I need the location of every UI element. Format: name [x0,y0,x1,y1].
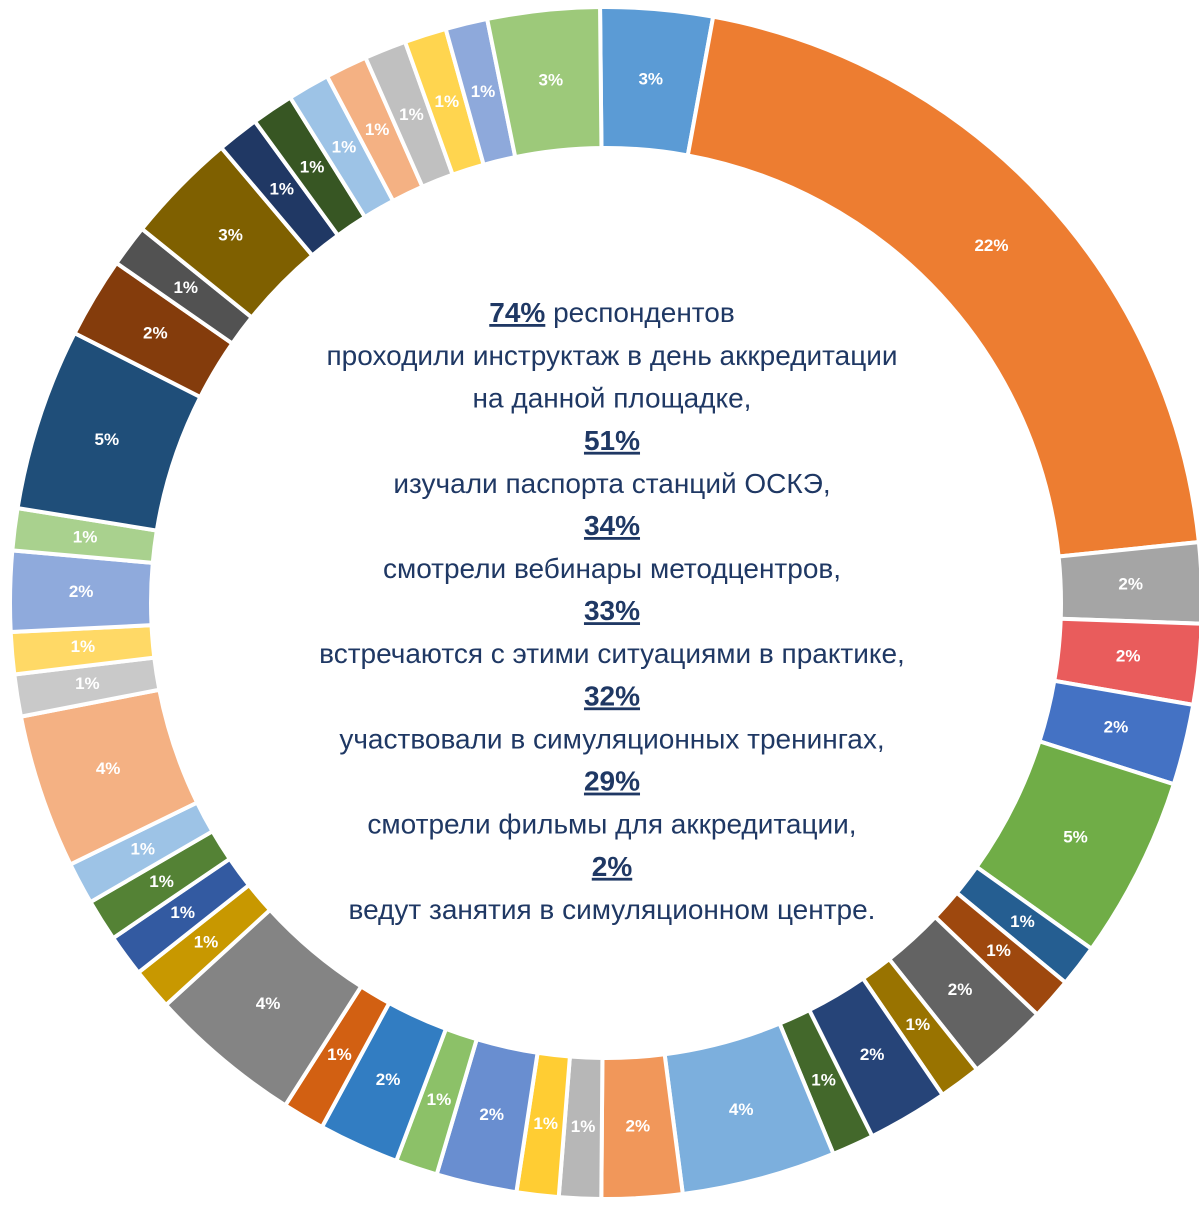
annotation-highlight: 33% [584,596,640,627]
annotation-line: проходили инструктаж в день аккредитации [326,340,897,371]
slice-label: 2% [1104,717,1129,736]
annotation-heading: 33% [584,596,640,627]
slice-label: 1% [327,1045,352,1064]
slice-label: 3% [638,69,663,88]
slice [685,14,1199,559]
slice-label: 3% [538,70,563,89]
slice-label: 2% [376,1070,401,1089]
slice-label: 1% [1010,912,1035,931]
annotation-heading: 74% респондентов [489,297,735,328]
annotation-highlight: 34% [584,510,640,541]
slice-label: 1% [365,120,390,139]
slice-label: 1% [300,157,325,176]
annotation-line: участвовали в симуляционных тренингах, [339,723,884,754]
annotation-heading: 29% [584,766,640,797]
annotation-line: на данной площадке, [473,383,752,414]
annotation-heading: 51% [584,425,640,456]
slice [484,5,604,160]
slice-label: 1% [811,1070,836,1089]
annotation-highlight: 74% [489,297,545,328]
slice-label: 1% [906,1015,931,1034]
slice-label: 2% [1116,647,1141,666]
slice-label: 3% [218,226,243,245]
annotation-heading: 32% [584,681,640,712]
annotation-line: изучали паспорта станций ОСКЭ, [393,468,830,499]
slice-label: 2% [626,1117,651,1136]
slice-label: 4% [256,994,281,1013]
slice-label: 2% [143,323,168,342]
annotation-line: встречаются с этими ситуациями в практик… [319,638,905,669]
slice-label: 1% [435,92,460,111]
annotation-line: смотрели вебинары методцентров, [383,553,841,584]
slice-label: 2% [860,1045,885,1064]
annotation-highlight: 32% [584,681,640,712]
slice-label: 1% [130,840,155,859]
slice-label: 1% [533,1114,558,1133]
annotation-heading: 34% [584,510,640,541]
slice-label: 1% [986,941,1011,960]
slice-label: 1% [427,1090,452,1109]
slice-label: 22% [974,236,1008,255]
slice-label: 2% [69,582,94,601]
slice-label: 1% [75,674,100,693]
slice-label: 1% [149,872,174,891]
slice-label: 1% [173,278,198,297]
slice-label: 1% [170,903,195,922]
slice-label: 2% [948,980,973,999]
annotation-heading: 2% [592,851,633,882]
slice-label: 4% [96,759,121,778]
slice-label: 2% [1118,575,1143,594]
slice-label: 1% [194,932,219,951]
annotation-highlight: 29% [584,766,640,797]
slice-label: 1% [571,1117,596,1136]
annotation-highlight: 2% [592,851,633,882]
slice-label: 2% [479,1105,504,1124]
slice-label: 1% [71,637,96,656]
slice-label: 5% [1063,827,1088,846]
slice-label: 5% [95,430,120,449]
slice-label: 1% [73,527,98,546]
slice-label: 1% [269,180,294,199]
slice-label: 1% [471,82,496,101]
slice-label: 4% [729,1100,754,1119]
annotation-line: смотрели фильмы для аккредитации, [367,809,856,840]
slice-label: 1% [399,105,424,124]
slice-label: 1% [332,138,357,157]
annotation-line: ведут занятия в симуляционном центре. [349,894,876,925]
annotation-highlight: 51% [584,425,640,456]
annotation-rest: респондентов [545,297,734,328]
